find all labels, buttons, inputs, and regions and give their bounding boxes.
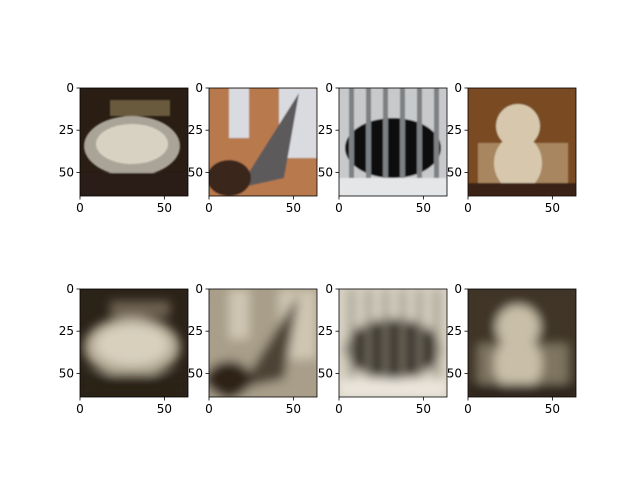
y-tick-label: 50: [318, 165, 333, 179]
y-tick-label: 0: [325, 282, 333, 296]
panel-image: [209, 88, 317, 196]
y-tick-label: 0: [66, 81, 74, 95]
y-tick-label: 25: [59, 324, 74, 338]
y-tick-label: 0: [195, 282, 203, 296]
x-tick-label: 50: [157, 201, 172, 215]
panel-image: [209, 289, 317, 397]
axes-frame: [208, 288, 318, 398]
y-tick-label: 25: [188, 324, 203, 338]
y-tick-label: 0: [454, 81, 462, 95]
axes-frame: [79, 288, 189, 398]
panel-original-2: 0 50 0 25 50: [188, 81, 318, 215]
x-tick-label: 0: [76, 402, 84, 416]
x-tick-label: 50: [416, 201, 431, 215]
y-tick-label: 50: [447, 366, 462, 380]
x-tick-label: 50: [286, 402, 301, 416]
axes-frame: [208, 87, 318, 197]
y-tick-label: 50: [59, 165, 74, 179]
x-tick-label: 50: [545, 201, 560, 215]
x-tick-label: 50: [286, 201, 301, 215]
x-tick-label: 0: [76, 201, 84, 215]
x-tick-label: 0: [464, 201, 472, 215]
panel-image: [468, 88, 576, 196]
y-tick-label: 50: [318, 366, 333, 380]
axes-frame: [338, 87, 448, 197]
x-tick-label: 0: [335, 402, 343, 416]
x-tick-label: 50: [545, 402, 560, 416]
y-tick-label: 50: [188, 366, 203, 380]
x-tick-label: 50: [157, 402, 172, 416]
y-tick-label: 25: [318, 324, 333, 338]
y-tick-label: 50: [59, 366, 74, 380]
panel-reconstruction-8: 0 50 0 25 50: [447, 282, 577, 416]
y-tick-label: 0: [325, 81, 333, 95]
y-tick-label: 0: [66, 282, 74, 296]
panel-reconstruction-6: 0 50 0 25 50: [188, 282, 318, 416]
panel-original-3: 0 50 0 25 50: [318, 81, 448, 215]
y-tick-label: 25: [188, 123, 203, 137]
x-tick-label: 0: [464, 402, 472, 416]
x-tick-label: 50: [416, 402, 431, 416]
axes-frame: [79, 87, 189, 197]
axes-frame: [467, 288, 577, 398]
panel-reconstruction-5: 0 50 0 25 50: [59, 282, 189, 416]
panel-reconstruction-7: 0 50 0 25 50: [318, 282, 448, 416]
panel-image: [468, 289, 576, 397]
axes-frame: [467, 87, 577, 197]
x-tick-label: 0: [205, 201, 213, 215]
y-tick-label: 50: [188, 165, 203, 179]
panel-image: [339, 88, 447, 196]
axes-frame: [338, 288, 448, 398]
panel-original-1: 0 50 0 25 50: [59, 81, 189, 215]
x-tick-label: 0: [205, 402, 213, 416]
panel-image: [80, 289, 188, 397]
panels-layer: 0 50 0 25 50 0 50 0 25 50 0 50 0 25 50 0 50 0 25 50 0 50 0 25 50…: [59, 81, 577, 416]
y-tick-label: 25: [447, 324, 462, 338]
y-tick-label: 25: [59, 123, 74, 137]
y-tick-label: 50: [447, 165, 462, 179]
panel-image: [80, 88, 188, 196]
y-tick-label: 0: [454, 282, 462, 296]
y-tick-label: 0: [195, 81, 203, 95]
y-tick-label: 25: [318, 123, 333, 137]
x-tick-label: 0: [335, 201, 343, 215]
panel-original-4: 0 50 0 25 50: [447, 81, 577, 215]
y-tick-label: 25: [447, 123, 462, 137]
panel-image: [339, 289, 447, 397]
